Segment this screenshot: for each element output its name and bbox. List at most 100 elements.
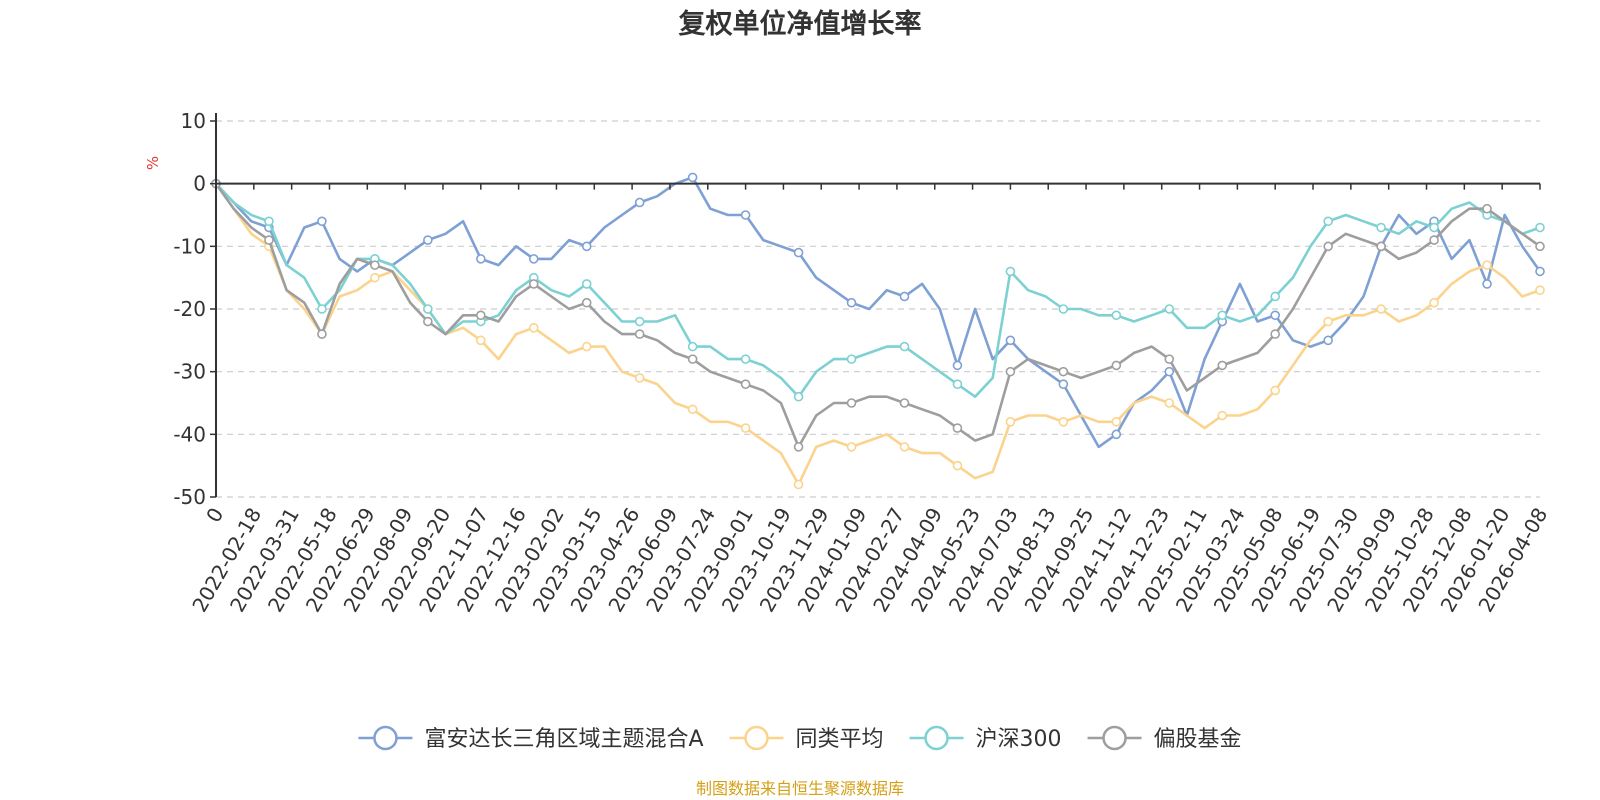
series-point-0	[1058, 379, 1069, 390]
series-line-3	[214, 182, 1541, 449]
y-axis-unit: %	[144, 156, 162, 170]
legend-marker-icon	[744, 725, 769, 751]
series-point-2	[687, 341, 698, 352]
series-point-3	[952, 423, 963, 433]
series-point-0	[687, 172, 698, 183]
series-point-2	[1429, 222, 1439, 233]
series-point-3	[846, 398, 857, 408]
series-point-0	[899, 291, 910, 302]
series-point-3	[423, 316, 433, 327]
series-point-1	[581, 341, 592, 352]
series-point-0	[317, 216, 327, 227]
series-point-2	[846, 354, 857, 364]
series-point-1	[1482, 260, 1492, 270]
legend-item-0[interactable]: 富安达长三角区域主题混合A	[358, 725, 704, 752]
series-point-1	[1535, 285, 1545, 296]
series-point-2	[1270, 291, 1280, 302]
series-point-0	[952, 360, 963, 371]
series-point-2	[1535, 222, 1545, 233]
series-point-3	[1005, 366, 1016, 377]
series-point-3	[1376, 241, 1386, 252]
grid-lines	[216, 120, 1540, 498]
series-point-1	[846, 442, 857, 452]
series-point-0	[634, 197, 645, 208]
legend-label: 同类平均	[796, 727, 884, 752]
series-point-3	[899, 398, 910, 408]
series-point-1	[740, 423, 751, 433]
series-point-0	[581, 241, 592, 252]
series-point-2	[1217, 310, 1228, 321]
legend-item-3[interactable]: 偏股基金	[1087, 725, 1242, 752]
series-point-3	[687, 354, 698, 364]
series-point-2	[793, 391, 804, 402]
series-point-2	[1164, 304, 1175, 314]
series-point-2	[1376, 222, 1386, 233]
series-point-2	[1058, 304, 1069, 314]
series-point-1	[1005, 416, 1016, 427]
series-point-0	[1164, 366, 1175, 377]
y-tick-label: -10	[173, 234, 206, 258]
series-point-3	[1058, 366, 1069, 377]
series-point-1	[1376, 304, 1386, 314]
series-point-0	[793, 247, 804, 258]
series-point-1	[370, 272, 380, 283]
legend-label: 偏股基金	[1154, 727, 1242, 752]
y-tick-label: -30	[173, 360, 206, 384]
series-point-3	[634, 329, 645, 339]
series-point-0	[475, 254, 486, 264]
x-tick-label: 0	[201, 504, 228, 527]
legend-label: 沪深300	[976, 727, 1062, 752]
series-point-0	[1535, 266, 1545, 277]
series-point-1	[1217, 410, 1228, 421]
source-note: 制图数据来自恒生聚源数据库	[696, 779, 904, 798]
series-point-3	[1164, 354, 1175, 364]
y-axis-ticks: 10 0 -10 -20 -30 -40 -50	[173, 109, 216, 509]
series-point-3	[740, 379, 751, 390]
series-point-1	[1111, 416, 1122, 427]
x-axis-ticks: 02022-02-182022-03-312022-05-182022-06-2…	[187, 183, 1552, 616]
legend-marker-icon	[373, 725, 398, 751]
legend-marker-icon	[924, 725, 949, 751]
series-point-2	[317, 304, 327, 314]
series-point-0	[740, 210, 751, 220]
series-point-3	[1111, 360, 1122, 371]
series-point-1	[687, 404, 698, 415]
y-tick-label: -20	[173, 297, 206, 321]
series-point-1	[475, 335, 486, 346]
series-point-2	[581, 279, 592, 289]
legend-item-1[interactable]: 同类平均	[729, 725, 884, 752]
series-point-2	[264, 216, 274, 227]
series-point-3	[370, 260, 380, 270]
axes	[215, 113, 1540, 497]
series-point-2	[1323, 216, 1333, 227]
series-point-2	[1005, 266, 1016, 277]
series-point-0	[1482, 279, 1492, 289]
series-point-3	[475, 310, 486, 321]
series-line-1	[214, 182, 1541, 486]
series-point-3	[1270, 329, 1280, 339]
series-point-1	[1270, 385, 1280, 396]
series-point-0	[1005, 335, 1016, 346]
legend: 富安达长三角区域主题混合A 同类平均 沪深300 偏股基金	[358, 725, 1242, 752]
series-point-3	[581, 297, 592, 308]
series-point-3	[793, 442, 804, 452]
series-point-3	[1535, 241, 1545, 252]
series-point-1	[1058, 416, 1069, 427]
series-point-2	[740, 354, 751, 364]
series-layer	[211, 172, 1545, 490]
series-point-0	[528, 254, 539, 264]
series-point-3	[264, 235, 274, 245]
series-point-3	[1217, 360, 1228, 371]
series-point-2	[1111, 310, 1122, 321]
legend-item-2[interactable]: 沪深300	[909, 725, 1062, 752]
series-line-2	[215, 182, 1541, 399]
series-point-1	[1429, 297, 1439, 308]
series-point-1	[899, 442, 910, 452]
series-point-1	[634, 373, 645, 383]
series-point-3	[317, 329, 327, 339]
series-point-1	[528, 322, 539, 333]
series-point-3	[1323, 241, 1333, 252]
series-point-0	[1111, 429, 1122, 440]
series-point-1	[1164, 398, 1175, 408]
